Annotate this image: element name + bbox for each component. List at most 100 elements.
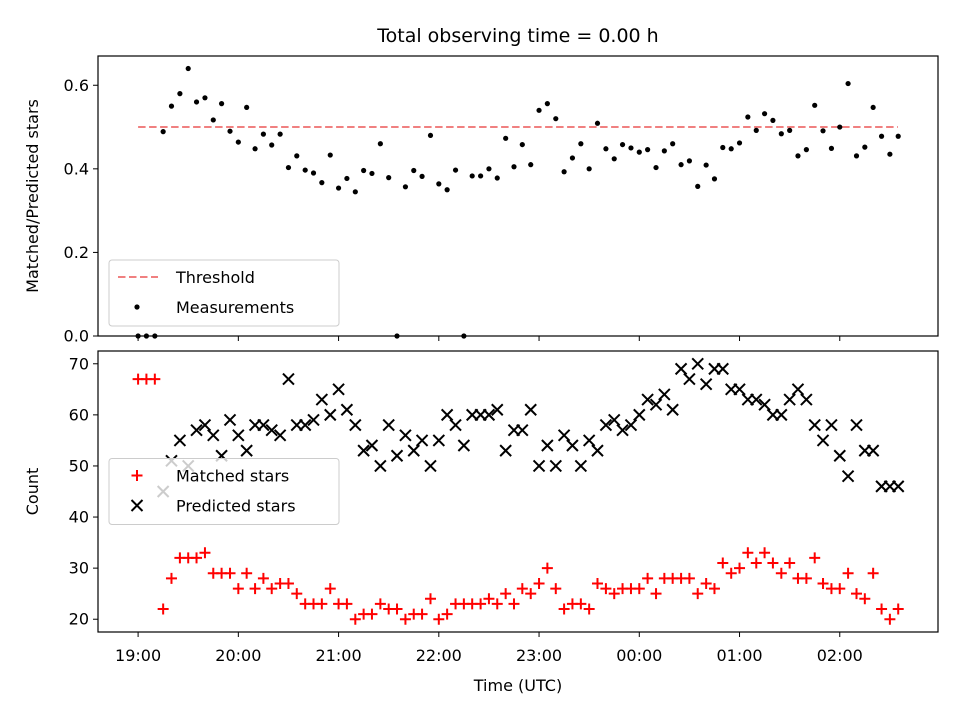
data-point [586, 166, 592, 172]
data-point [778, 131, 784, 137]
data-point [224, 567, 236, 579]
data-point [628, 145, 634, 151]
x-tick-label: 19:00 [115, 646, 161, 665]
data-point [235, 139, 241, 145]
data-point [828, 145, 835, 151]
data-point [390, 449, 404, 462]
data-point [419, 173, 425, 179]
data-point [742, 547, 754, 559]
data-point [411, 167, 417, 174]
data-point [315, 393, 329, 406]
data-point [569, 155, 576, 161]
y-tick-label: 70 [69, 354, 89, 373]
series-measurements [135, 65, 901, 339]
data-point [825, 418, 838, 432]
data-point [582, 434, 596, 447]
data-point [452, 167, 459, 173]
data-point [160, 129, 166, 135]
x-tick-label: 02:00 [817, 646, 863, 665]
data-point [775, 408, 788, 422]
data-point [800, 393, 813, 406]
data-point [692, 588, 704, 600]
data-point [524, 403, 537, 416]
y-tick-label: 20 [69, 610, 89, 629]
data-point [361, 167, 367, 174]
data-point [892, 603, 904, 615]
data-point [349, 418, 362, 432]
data-point [891, 480, 905, 493]
data-point [650, 588, 662, 600]
data-point [809, 552, 821, 564]
data-point [377, 141, 383, 147]
data-point [149, 373, 161, 385]
data-point [252, 146, 258, 152]
data-point [624, 418, 638, 432]
legend-swatch [131, 470, 143, 481]
data-point [173, 434, 187, 447]
data-point [500, 588, 512, 600]
data-point [683, 372, 696, 386]
data-point [157, 603, 169, 615]
data-point [767, 557, 779, 569]
legend-frame [108, 458, 340, 525]
data-point [265, 423, 278, 437]
data-point [678, 162, 684, 168]
data-point [407, 444, 420, 457]
data-point [503, 135, 509, 141]
data-point [608, 413, 621, 427]
data-point [218, 101, 225, 107]
data-point [736, 140, 743, 146]
data-point [369, 170, 375, 177]
data-point [633, 583, 645, 595]
data-point [282, 372, 295, 386]
data-point [525, 588, 537, 600]
data-point [878, 133, 885, 139]
data-point [433, 613, 445, 625]
data-point [575, 598, 587, 610]
data-point [616, 423, 629, 437]
data-point [700, 577, 712, 589]
data-point [842, 567, 854, 579]
data-point [642, 572, 654, 584]
data-point [837, 124, 843, 130]
data-point [298, 418, 312, 432]
data-point [177, 91, 183, 97]
data-point [386, 175, 392, 181]
data-point [717, 557, 729, 569]
data-point [491, 598, 503, 610]
y-tick-label: 30 [69, 559, 89, 578]
data-point [750, 557, 762, 569]
data-point [516, 583, 528, 595]
data-point [758, 398, 771, 411]
data-point [557, 429, 571, 442]
data-point [876, 603, 888, 615]
data-point [516, 423, 529, 437]
data-point [787, 127, 793, 133]
plot-frame [97, 350, 939, 633]
data-point [482, 408, 496, 422]
data-point [661, 148, 667, 154]
data-point [859, 593, 871, 605]
data-point [366, 608, 378, 620]
data-point [332, 383, 345, 396]
data-point [853, 153, 860, 159]
data-point [833, 449, 846, 462]
data-point [699, 378, 713, 391]
data-point [357, 444, 370, 457]
data-point [775, 567, 787, 579]
data-point [302, 167, 308, 173]
data-point [686, 158, 693, 164]
data-point [508, 598, 520, 610]
data-point [553, 116, 559, 122]
data-point [190, 423, 203, 437]
data-point [541, 562, 553, 574]
data-point [674, 362, 688, 376]
data-point [168, 103, 175, 109]
legend-label: Threshold [175, 268, 255, 287]
data-point [273, 429, 287, 442]
data-point [310, 170, 317, 176]
data-point [887, 151, 893, 157]
data-point [223, 413, 237, 427]
data-point [241, 567, 253, 579]
data-point [416, 608, 428, 620]
